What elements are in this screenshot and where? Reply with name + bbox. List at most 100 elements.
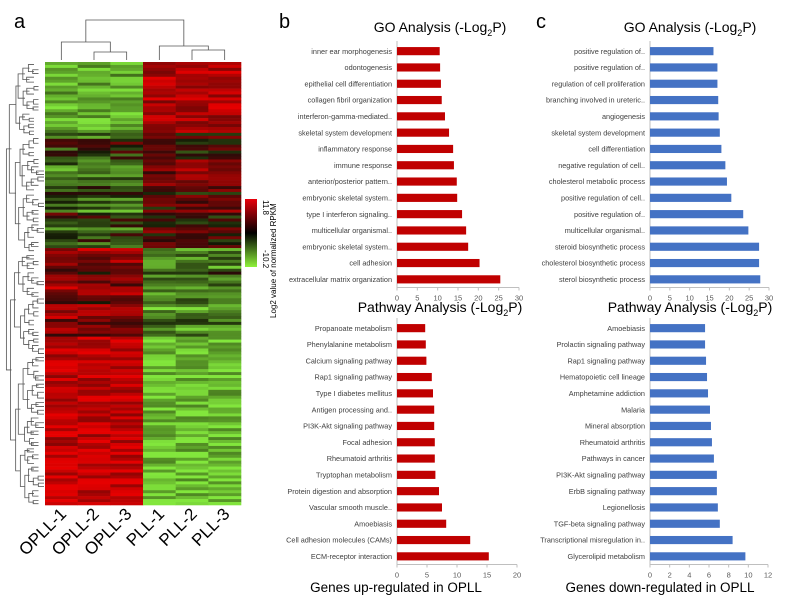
heatmap-cell	[110, 206, 144, 210]
category-label: positive regulation of cell..	[561, 193, 645, 202]
category-label: Hematopoietic cell lineage	[560, 373, 645, 382]
heatmap-cell	[208, 271, 242, 275]
heatmap-cell	[45, 153, 78, 157]
heatmap-cell	[110, 318, 144, 323]
heatmap-cell	[110, 248, 144, 252]
heatmap-cell	[45, 171, 78, 175]
heatmap-cell	[110, 419, 144, 423]
heatmap-cell	[45, 401, 78, 405]
heatmap-cell	[208, 268, 242, 272]
heatmap-cell	[143, 197, 176, 202]
heatmap-cell	[208, 496, 242, 500]
heatmap-cell	[175, 162, 209, 166]
heatmap-cell	[175, 469, 209, 473]
category-label: sterol biosynthetic process	[559, 275, 645, 284]
heatmap-cell	[208, 138, 242, 143]
heatmap-cell	[45, 183, 78, 187]
heatmap-cell	[143, 413, 176, 417]
heatmap-cell	[77, 188, 111, 193]
heatmap-cell	[143, 375, 176, 379]
heatmap-cell	[110, 94, 144, 98]
dendrogram-branch	[37, 475, 44, 481]
heatmap-cell	[45, 121, 78, 125]
bar	[397, 79, 441, 88]
heatmap-cell	[110, 375, 144, 379]
heatmap-cell	[45, 141, 78, 145]
heatmap-cell	[45, 457, 78, 461]
heatmap-cell	[143, 218, 176, 222]
heatmap-cell	[175, 274, 209, 278]
heatmap-cell	[110, 129, 144, 134]
bar	[650, 226, 749, 235]
bar	[650, 535, 733, 545]
heatmap-cell	[175, 174, 209, 178]
bar	[650, 324, 706, 333]
heatmap-cell	[110, 280, 144, 284]
heatmap-cell	[77, 398, 111, 402]
heatmap-cell	[45, 404, 78, 408]
heatmap-cell	[110, 227, 144, 231]
heatmap-cell	[143, 186, 176, 190]
bar	[650, 193, 732, 202]
heatmap-cell	[110, 345, 144, 349]
heatmap-cell	[143, 431, 176, 435]
x-tick-label: 0	[648, 571, 652, 580]
heatmap-cell	[77, 333, 111, 337]
heatmap-cell	[45, 360, 78, 364]
bar	[650, 470, 717, 479]
heatmap-cell	[143, 233, 176, 237]
heatmap-cell	[208, 383, 242, 388]
heatmap-cell	[110, 103, 144, 107]
heatmap-cell	[45, 262, 78, 267]
heatmap-cell	[175, 487, 209, 491]
heatmap-cell	[175, 183, 209, 187]
heatmap-cell	[77, 242, 111, 246]
heatmap-cell	[208, 180, 242, 184]
heatmap-cell	[175, 135, 209, 140]
heatmap-cell	[175, 440, 209, 444]
heatmap-cell	[143, 463, 176, 467]
heatmap-cells	[45, 62, 242, 506]
heatmap-cell	[143, 445, 176, 450]
heatmap-cell	[175, 413, 209, 417]
heatmap-cell	[208, 434, 242, 438]
chart-title: GO Analysis (-Log2P)	[374, 19, 507, 38]
heatmap-cell	[77, 463, 111, 467]
heatmap-cell	[45, 445, 78, 450]
heatmap-cell	[45, 469, 78, 473]
heatmap-cell	[110, 106, 144, 110]
heatmap-cell	[77, 354, 111, 358]
heatmap-cell	[143, 265, 176, 270]
heatmap-cell	[77, 425, 111, 429]
heatmap-cell	[208, 135, 242, 140]
heatmap-cell	[110, 262, 144, 267]
bar	[650, 454, 714, 463]
heatmap-cell	[208, 67, 242, 72]
heatmap-cell	[208, 253, 242, 258]
bar	[397, 389, 433, 398]
heatmap-cell	[143, 434, 176, 438]
heatmap-cell	[208, 191, 242, 196]
heatmap-cell	[45, 227, 78, 231]
heatmap-cell	[143, 162, 176, 166]
heatmap-cell	[208, 478, 242, 482]
heatmap-cell	[45, 490, 78, 494]
heatmap-cell	[110, 70, 144, 75]
heatmap-cell	[110, 115, 144, 119]
heatmap-cell	[110, 442, 144, 447]
heatmap-cell	[208, 221, 242, 225]
heatmap-cell	[208, 466, 242, 470]
heatmap-cell	[45, 321, 78, 326]
heatmap-cell	[45, 413, 78, 417]
heatmap-cell	[175, 490, 209, 494]
heatmap-cell	[143, 165, 176, 169]
heatmap-cell	[77, 318, 111, 323]
heatmap-cell	[77, 481, 111, 485]
heatmap-cell	[175, 100, 209, 104]
heatmap-cell	[143, 135, 176, 140]
x-tick-label: 15	[483, 571, 491, 580]
heatmap-cell	[208, 419, 242, 423]
heatmap-cell	[110, 333, 144, 337]
heatmap-cell	[175, 206, 209, 210]
heatmap-cell	[45, 88, 78, 92]
